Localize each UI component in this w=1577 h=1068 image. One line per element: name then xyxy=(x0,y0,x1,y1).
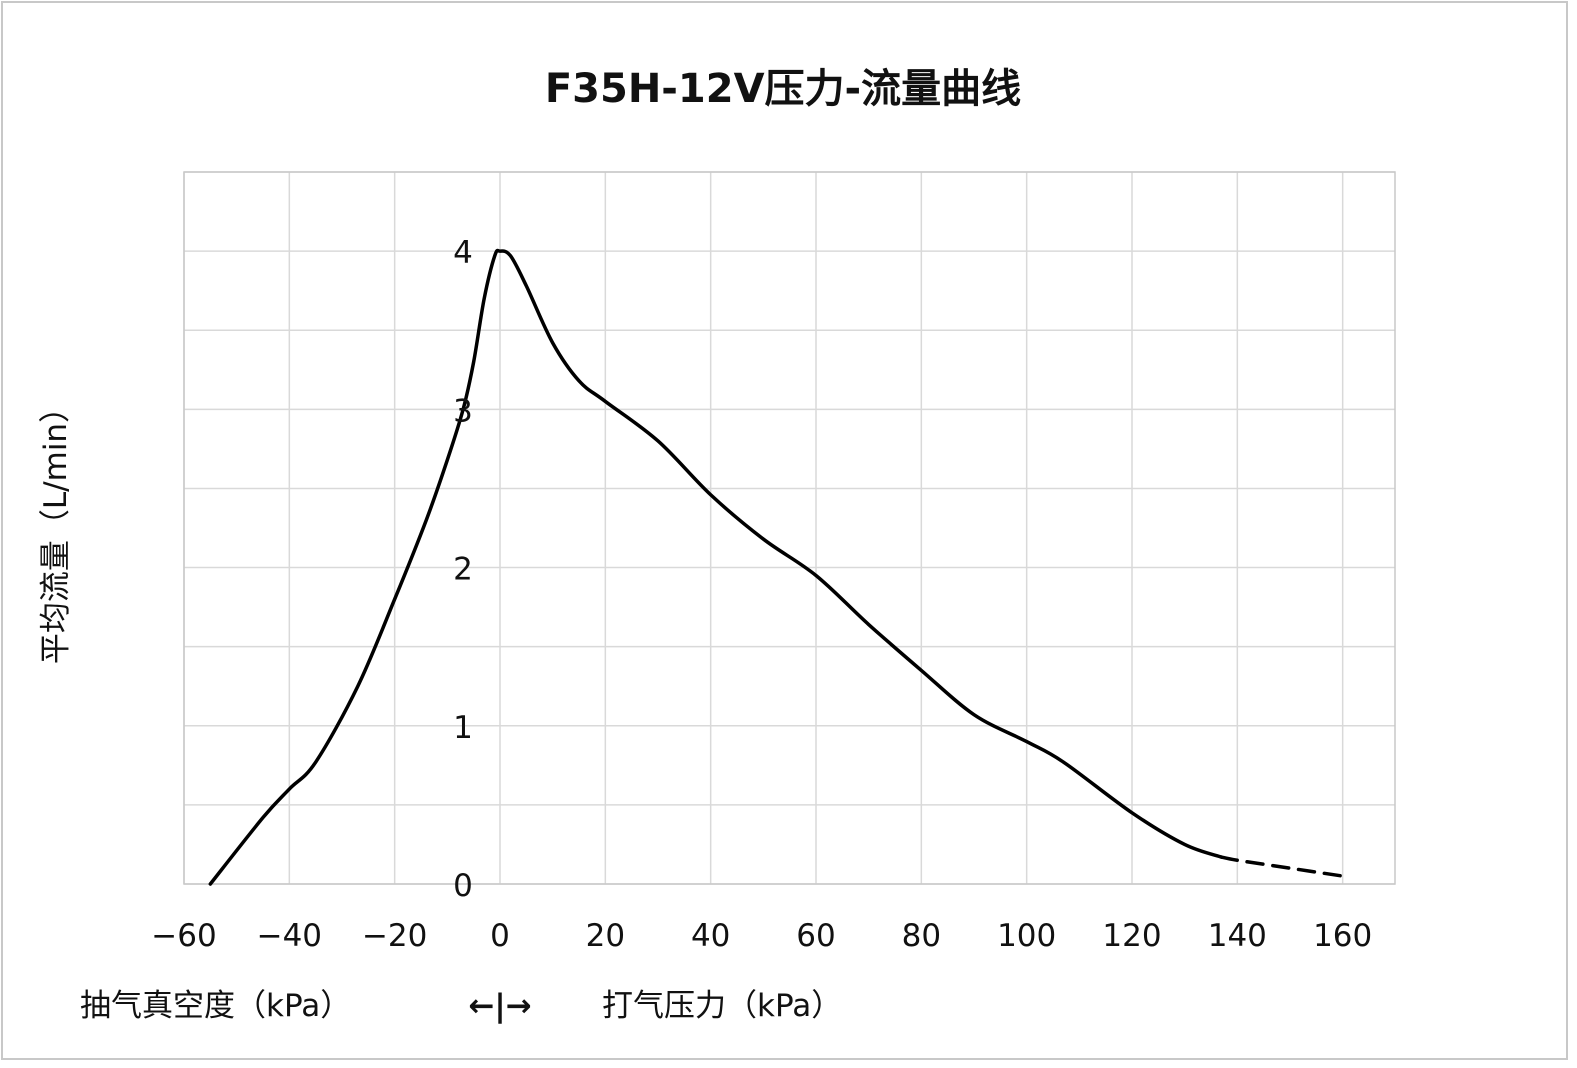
x-tick-label: 40 xyxy=(691,918,730,954)
series-lines xyxy=(208,248,1345,886)
x-tick-label: −40 xyxy=(257,918,322,954)
grid xyxy=(183,171,1395,885)
y-tick-label: 4 xyxy=(453,235,473,271)
x-tick-label: 120 xyxy=(1102,918,1161,954)
x-tick-label: 140 xyxy=(1208,918,1267,954)
x-tick-label: −60 xyxy=(151,918,216,954)
x-tick-label: 20 xyxy=(586,918,625,954)
y-tick-label: 3 xyxy=(453,393,473,429)
x-tick-label: 0 xyxy=(490,918,510,954)
x-tick-label: 60 xyxy=(796,918,835,954)
x-axis-label-left: 抽气真空度（kPa） xyxy=(80,988,351,1024)
tick-labels: −60 −40 −20 0 20 40 60 80 100 120 140 160 0 1 2 3 4 xyxy=(151,235,1372,954)
y-tick-label: 1 xyxy=(453,710,473,746)
x-tick-label: −20 xyxy=(362,918,427,954)
x-axis-direction-arrows: ←|→ xyxy=(468,988,531,1024)
chart-title: F35H-12V压力-流量曲线 xyxy=(545,66,1021,112)
series-line-solid xyxy=(208,248,1224,886)
y-tick-label: 2 xyxy=(453,552,473,588)
y-axis-label: 平均流量（L/min） xyxy=(38,392,74,664)
x-tick-label: 100 xyxy=(997,918,1056,954)
x-tick-label: 160 xyxy=(1313,918,1372,954)
x-axis-label-right: 打气压力（kPa） xyxy=(602,988,842,1024)
y-tick-label: 0 xyxy=(453,868,473,904)
x-tick-label: 80 xyxy=(902,918,941,954)
plot-border xyxy=(183,171,1396,885)
series-line-dashed xyxy=(1219,855,1345,878)
